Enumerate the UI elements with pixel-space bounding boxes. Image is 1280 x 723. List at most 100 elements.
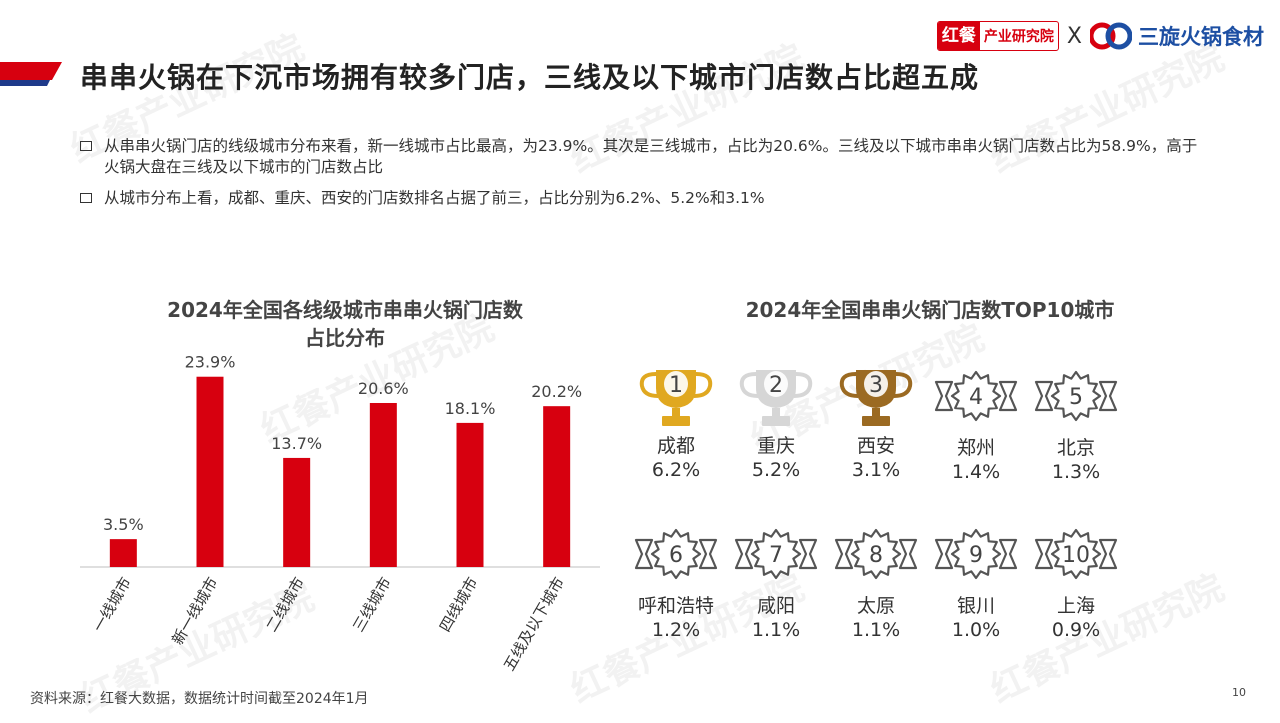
rank-number: 4 (969, 385, 983, 410)
rank-city-name: 上海 (1056, 595, 1095, 617)
trophy-handle-left (839, 372, 859, 398)
bar-value-label: 20.2% (531, 382, 582, 401)
rank-number: 2 (769, 373, 783, 398)
rank-card: 1 成都 6.2% (628, 358, 724, 482)
trophy-base (762, 416, 790, 426)
trophy-number-plate (864, 371, 888, 397)
rank-badge-icon: 8 (828, 526, 924, 582)
rank-city-name: 咸阳 (756, 595, 795, 617)
x-tick-label: 一线城市 (89, 574, 135, 635)
rank-number: 8 (869, 543, 883, 568)
trophy-bronze-icon: 3 (828, 358, 924, 430)
rank-badge-icon: 6 (628, 526, 724, 582)
starburst-seal (650, 528, 702, 580)
ribbon-right (998, 380, 1018, 412)
bar-chart: 3.5% 一线城市 23.9% 新一线城市 13.7% 二线城市 20.6% 三线城市 18.1… (80, 353, 600, 674)
ribbon-right (1098, 380, 1118, 412)
rank-city-name: 重庆 (756, 435, 795, 457)
bar-chart-title-line1: 2024年全国各线级城市串串火锅门店数 (167, 298, 523, 322)
accent-red-stripe (0, 62, 62, 80)
ribbon-left (734, 538, 754, 570)
rank-card: 7 咸阳 1.1% (728, 526, 824, 642)
ribbon-right (898, 538, 918, 570)
rank-card: 6 呼和浩特 1.2% (628, 526, 724, 642)
rank-city-name: 银川 (956, 595, 995, 617)
rank-card: 3 西安 3.1% (828, 358, 924, 482)
rank-badge-icon: 7 (728, 526, 824, 582)
trophy-number-plate (764, 371, 788, 397)
ribbon-right (698, 538, 718, 570)
rank-city-name: 北京 (1056, 437, 1095, 459)
bar (109, 539, 137, 567)
bar (283, 457, 311, 567)
x-tick-label: 新一线城市 (168, 574, 221, 648)
trophy-handle-right (893, 372, 913, 398)
rank-city-share: 5.2% (751, 459, 801, 481)
rank-number: 6 (669, 543, 683, 568)
rank-badge-icon: 5 (1028, 368, 1124, 424)
bar-value-label: 13.7% (271, 434, 322, 453)
starburst-seal (850, 528, 902, 580)
rank-city-share: 1.1% (751, 619, 801, 641)
starburst-seal (1050, 370, 1102, 422)
rank-badge-icon: 9 (928, 526, 1024, 582)
rank-city-share: 1.0% (951, 619, 1001, 641)
bullet-list: 从串串火锅门店的线级城市分布来看，新一线城市占比最高，为23.9%。其次是三线城… (80, 136, 1210, 219)
trophy-base (862, 416, 890, 426)
rank-city-share: 3.1% (851, 459, 901, 481)
x-tick-label: 三线城市 (349, 574, 395, 635)
ribbon-right (1098, 538, 1118, 570)
bar-value-label: 23.9% (185, 353, 236, 372)
rank-badge-icon: 10 (1028, 526, 1124, 582)
trophy-handle-left (639, 372, 659, 398)
bullet-text: 从串串火锅门店的线级城市分布来看，新一线城市占比最高，为23.9%。其次是三线城… (104, 137, 1198, 176)
hongcan-logo-sub: 产业研究院 (983, 29, 1054, 45)
trophy-stem (672, 408, 680, 416)
rank-city-share: 1.1% (851, 619, 901, 641)
bar (456, 422, 484, 567)
rank-city-share: 0.9% (1051, 619, 1101, 641)
ribbon-left (834, 538, 854, 570)
trophy-number-plate (664, 371, 688, 397)
trophy-stem (872, 408, 880, 416)
ranking-title: 2024年全国串串火锅门店数TOP10城市 (745, 298, 1115, 322)
rank-number: 5 (1069, 385, 1083, 410)
rank-card: 10 上海 0.9% (1028, 526, 1124, 642)
x-tick-label: 四线城市 (436, 574, 482, 635)
bar (369, 402, 397, 567)
x-tick-label: 二线城市 (263, 574, 309, 635)
logo-separator: X (1066, 23, 1082, 49)
rank-number: 3 (869, 373, 883, 398)
bar-value-label: 3.5% (103, 515, 144, 534)
bullet-square-icon (80, 141, 92, 151)
rank-badge-icon: 4 (928, 368, 1024, 424)
starburst-seal (1050, 528, 1102, 580)
bar-value-label: 20.6% (358, 379, 409, 398)
page-number: 10 (1232, 686, 1246, 699)
rank-city-share: 1.4% (951, 461, 1001, 483)
ribbon-left (934, 538, 954, 570)
source-note: 资料来源：红餐大数据，数据统计时间截至2024年1月 (30, 691, 369, 707)
rank-number: 9 (969, 543, 983, 568)
bullet-text: 从城市分布上看，成都、重庆、西安的门店数排名占据了前三，占比分别为6.2%、5.… (104, 189, 765, 207)
rank-card: 5 北京 1.3% (1028, 368, 1124, 484)
bar (196, 376, 224, 567)
starburst-seal (750, 528, 802, 580)
starburst-seal (950, 370, 1002, 422)
sanxuan-logo-text: 三旋火锅食材 (1138, 25, 1264, 49)
trophy-handle-left (739, 372, 759, 398)
bar-chart-title-line2: 占比分布 (305, 326, 385, 350)
accent-blue-stripe (0, 80, 50, 86)
trophy-handle-right (693, 372, 713, 398)
trophy-base (662, 416, 690, 426)
rank-city-name: 成都 (656, 435, 695, 457)
bullet-square-icon (80, 193, 92, 203)
trophy-stem (772, 408, 780, 416)
ribbon-right (798, 538, 818, 570)
starburst-seal (950, 528, 1002, 580)
rank-card: 2 重庆 5.2% (728, 358, 824, 482)
header-accent-bar (0, 62, 62, 86)
rank-city-share: 6.2% (651, 459, 701, 481)
rank-card: 4 郑州 1.4% (928, 368, 1024, 484)
bar-value-label: 18.1% (445, 399, 496, 418)
